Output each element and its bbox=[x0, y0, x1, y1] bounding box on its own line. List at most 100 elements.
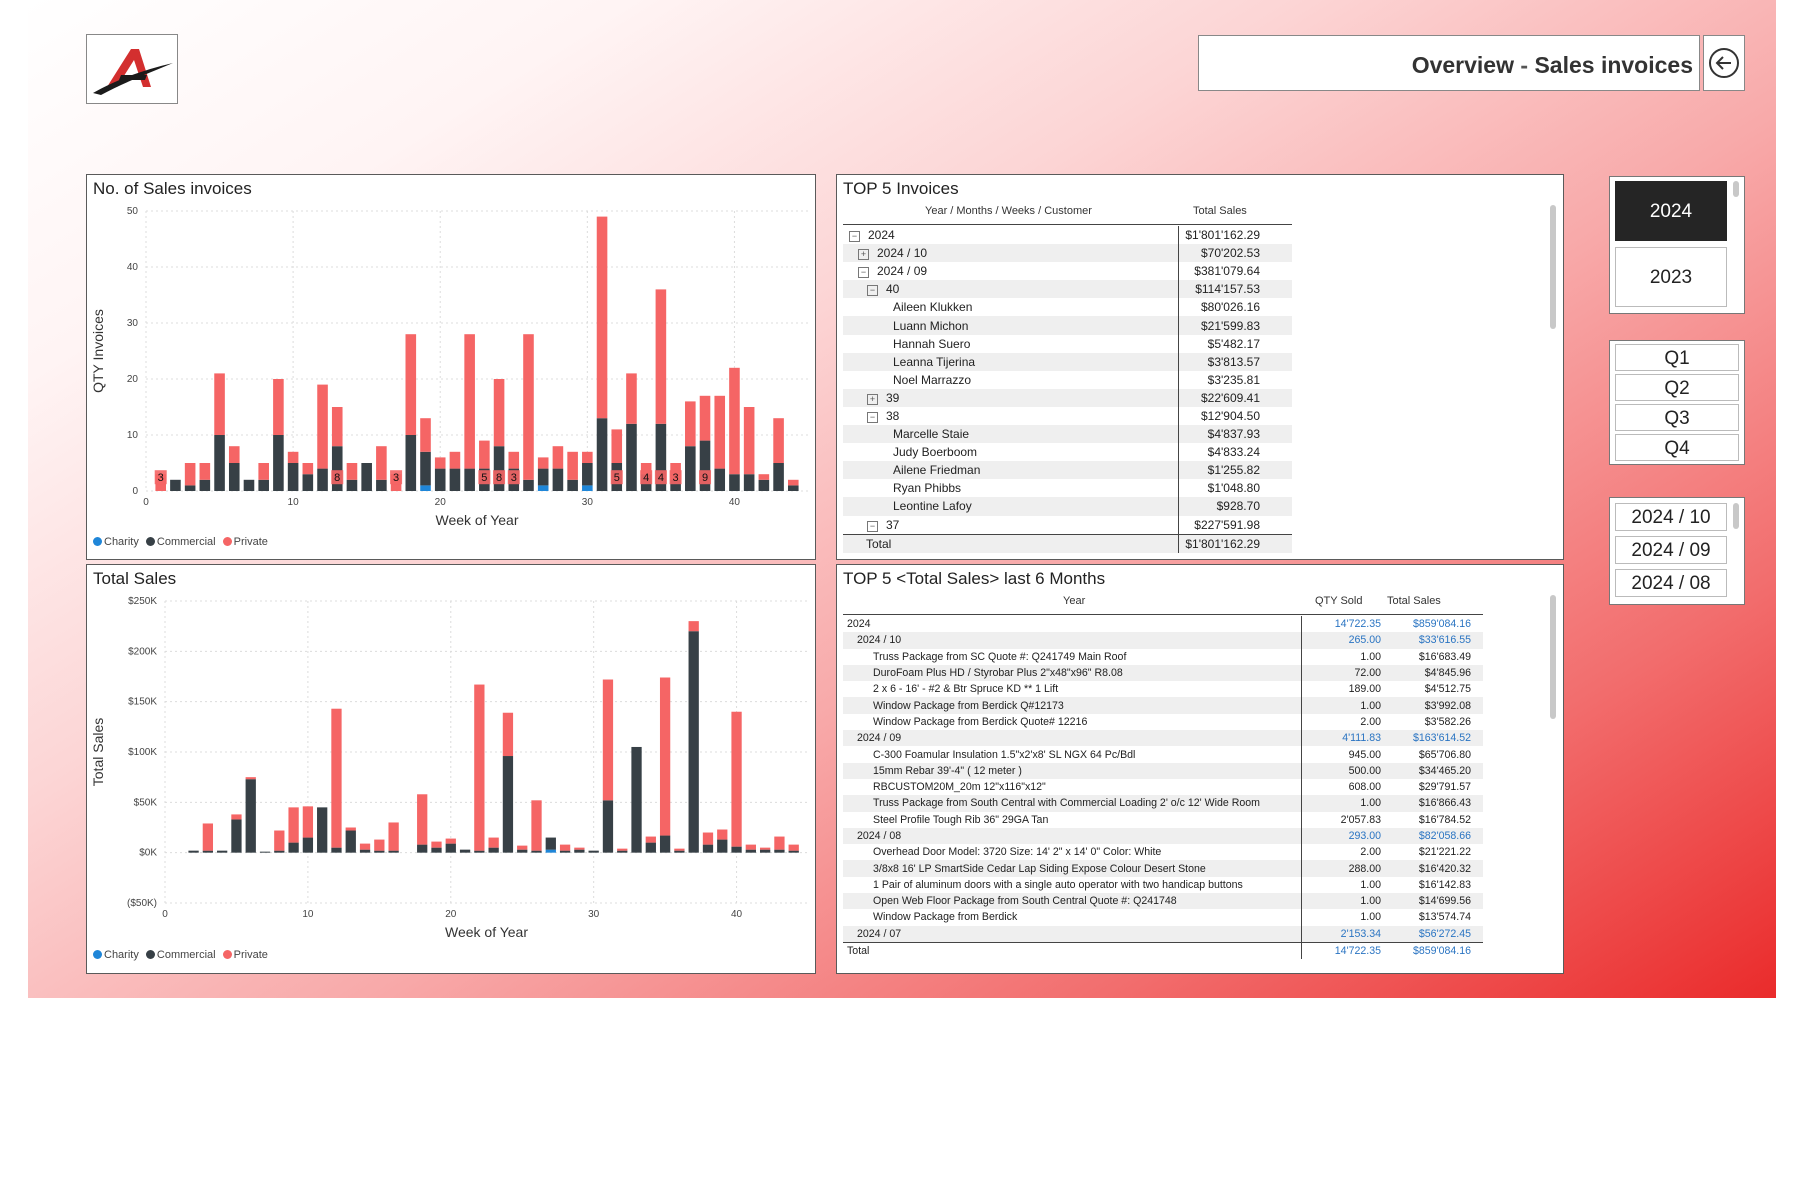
bar-commercial[interactable] bbox=[788, 850, 799, 853]
table-row[interactable]: 1 Pair of aluminum doors with a single a… bbox=[843, 876, 1483, 894]
bar-commercial[interactable] bbox=[331, 847, 342, 853]
bar-private[interactable] bbox=[774, 836, 785, 850]
bar-commercial[interactable] bbox=[359, 849, 371, 853]
slicer-option-q4[interactable]: Q4 bbox=[1615, 434, 1739, 461]
bar-commercial[interactable] bbox=[243, 479, 255, 491]
bar-commercial[interactable] bbox=[626, 423, 637, 491]
bar-private[interactable] bbox=[331, 407, 343, 447]
bar-private[interactable] bbox=[758, 474, 770, 480]
matrix-row[interactable]: Noel Marrazzo $3'235.81 bbox=[843, 370, 1292, 389]
bar-commercial[interactable] bbox=[774, 849, 785, 853]
bar-private[interactable] bbox=[567, 451, 578, 480]
bar-commercial[interactable] bbox=[331, 446, 343, 491]
top5-sales-scrollbar[interactable] bbox=[1550, 595, 1556, 719]
bar-private[interactable] bbox=[645, 836, 656, 843]
bar-commercial[interactable] bbox=[552, 468, 564, 491]
bar-commercial[interactable] bbox=[376, 479, 387, 491]
bar-commercial[interactable] bbox=[745, 849, 756, 853]
bar-commercial[interactable] bbox=[474, 850, 485, 853]
bar-private[interactable] bbox=[493, 379, 505, 447]
bar-charity[interactable] bbox=[420, 485, 431, 491]
bar-commercial[interactable] bbox=[631, 746, 642, 853]
bar-private[interactable] bbox=[231, 814, 242, 820]
bar-commercial[interactable] bbox=[288, 842, 299, 853]
bar-commercial[interactable] bbox=[302, 474, 314, 491]
expand-icon[interactable]: + bbox=[867, 393, 878, 405]
table-row[interactable]: Truss Package from SC Quote #: Q241749 M… bbox=[843, 648, 1483, 665]
bar-charity[interactable] bbox=[537, 485, 549, 491]
bar-commercial[interactable] bbox=[545, 837, 556, 850]
bar-commercial[interactable] bbox=[670, 479, 681, 491]
bar-commercial[interactable] bbox=[773, 463, 784, 491]
legend-item-private[interactable]: Private bbox=[222, 949, 268, 961]
col-header-year[interactable]: Year bbox=[1063, 595, 1086, 607]
bar-private[interactable] bbox=[431, 841, 442, 848]
bar-commercial[interactable] bbox=[729, 474, 740, 491]
bar-commercial[interactable] bbox=[361, 463, 372, 491]
matrix-row[interactable]: Ailene Friedman $1'255.82 bbox=[843, 461, 1292, 480]
bar-private[interactable] bbox=[502, 712, 514, 757]
table-row[interactable]: 15mm Rebar 39'-4" ( 12 meter ) 500.00 $34'… bbox=[843, 762, 1483, 779]
table-row[interactable]: RBCUSTOM20M_20m 12"x116"x12" 608.00 $29'79… bbox=[843, 778, 1483, 796]
collapse-icon[interactable]: − bbox=[867, 411, 878, 423]
year-slicer-scrollbar[interactable] bbox=[1733, 181, 1739, 197]
bar-commercial[interactable] bbox=[559, 850, 571, 853]
bar-private[interactable] bbox=[464, 334, 475, 469]
table-row[interactable]: 2024 / 08 293.00 $82'058.66 bbox=[843, 827, 1483, 845]
bar-commercial[interactable] bbox=[228, 463, 240, 491]
bar-commercial[interactable] bbox=[459, 849, 471, 853]
col-header-total-sales[interactable]: Total Sales bbox=[1387, 595, 1441, 607]
bar-commercial[interactable] bbox=[688, 631, 699, 853]
bar-private[interactable] bbox=[640, 463, 652, 475]
bar-commercial[interactable] bbox=[759, 849, 771, 853]
bar-commercial[interactable] bbox=[188, 850, 199, 853]
bar-private[interactable] bbox=[331, 708, 342, 848]
bar-private[interactable] bbox=[274, 830, 285, 851]
bar-private[interactable] bbox=[374, 839, 385, 851]
bar-commercial[interactable] bbox=[346, 479, 358, 491]
bar-private[interactable] bbox=[184, 463, 196, 486]
matrix-row[interactable]: Leanna Tijerina $3'813.57 bbox=[843, 352, 1292, 371]
bar-commercial[interactable] bbox=[202, 850, 214, 853]
bar-private[interactable] bbox=[602, 679, 614, 801]
bar-private[interactable] bbox=[659, 677, 671, 836]
bar-private[interactable] bbox=[199, 463, 211, 480]
collapse-icon[interactable]: − bbox=[849, 231, 860, 243]
matrix-row[interactable]: −40 $114'157.53 bbox=[843, 280, 1292, 299]
collapse-icon[interactable]: − bbox=[867, 285, 878, 297]
bar-commercial[interactable] bbox=[417, 844, 428, 853]
bar-private[interactable] bbox=[388, 822, 399, 851]
table-row[interactable]: Window Package from Berdick Q#12173 1.00 $… bbox=[843, 697, 1483, 714]
bar-commercial[interactable] bbox=[231, 819, 242, 853]
bar-private[interactable] bbox=[617, 848, 628, 851]
bar-commercial[interactable] bbox=[743, 474, 755, 491]
bar-private[interactable] bbox=[626, 373, 637, 424]
bar-private[interactable] bbox=[537, 457, 549, 469]
matrix-row[interactable]: Marcelle Staie $4'837.93 bbox=[843, 425, 1292, 444]
bar-commercial[interactable] bbox=[184, 485, 196, 491]
bar-commercial[interactable] bbox=[317, 807, 328, 853]
bar-private[interactable] bbox=[714, 395, 726, 469]
matrix-row[interactable]: Hannah Suero $5'482.17 bbox=[843, 334, 1292, 353]
bar-private[interactable] bbox=[685, 401, 696, 447]
bar-commercial[interactable] bbox=[464, 468, 475, 491]
bar-private[interactable] bbox=[574, 847, 585, 850]
bar-commercial[interactable] bbox=[374, 850, 385, 853]
slicer-option-2024-09[interactable]: 2024 / 09 bbox=[1615, 536, 1727, 564]
table-row[interactable]: 2024 14'722.35 $859'084.16 bbox=[843, 616, 1483, 633]
bar-commercial[interactable] bbox=[317, 468, 328, 491]
bar-commercial[interactable] bbox=[274, 850, 285, 853]
bar-private[interactable] bbox=[317, 384, 328, 469]
bar-commercial[interactable] bbox=[523, 479, 534, 491]
table-row[interactable]: Truss Package from South Central with Co… bbox=[843, 795, 1483, 812]
bar-private[interactable] bbox=[596, 216, 608, 419]
bar-private[interactable] bbox=[359, 843, 371, 850]
bar-private[interactable] bbox=[228, 446, 240, 463]
bar-private[interactable] bbox=[655, 289, 667, 424]
bar-commercial[interactable] bbox=[258, 479, 269, 491]
bar-commercial[interactable] bbox=[588, 850, 599, 853]
collapse-icon[interactable]: − bbox=[867, 520, 878, 532]
matrix-row[interactable]: Luann Michon $21'599.83 bbox=[843, 316, 1292, 335]
matrix-row[interactable]: Ryan Phibbs $1'048.80 bbox=[843, 479, 1292, 498]
bar-commercial[interactable] bbox=[199, 479, 211, 491]
